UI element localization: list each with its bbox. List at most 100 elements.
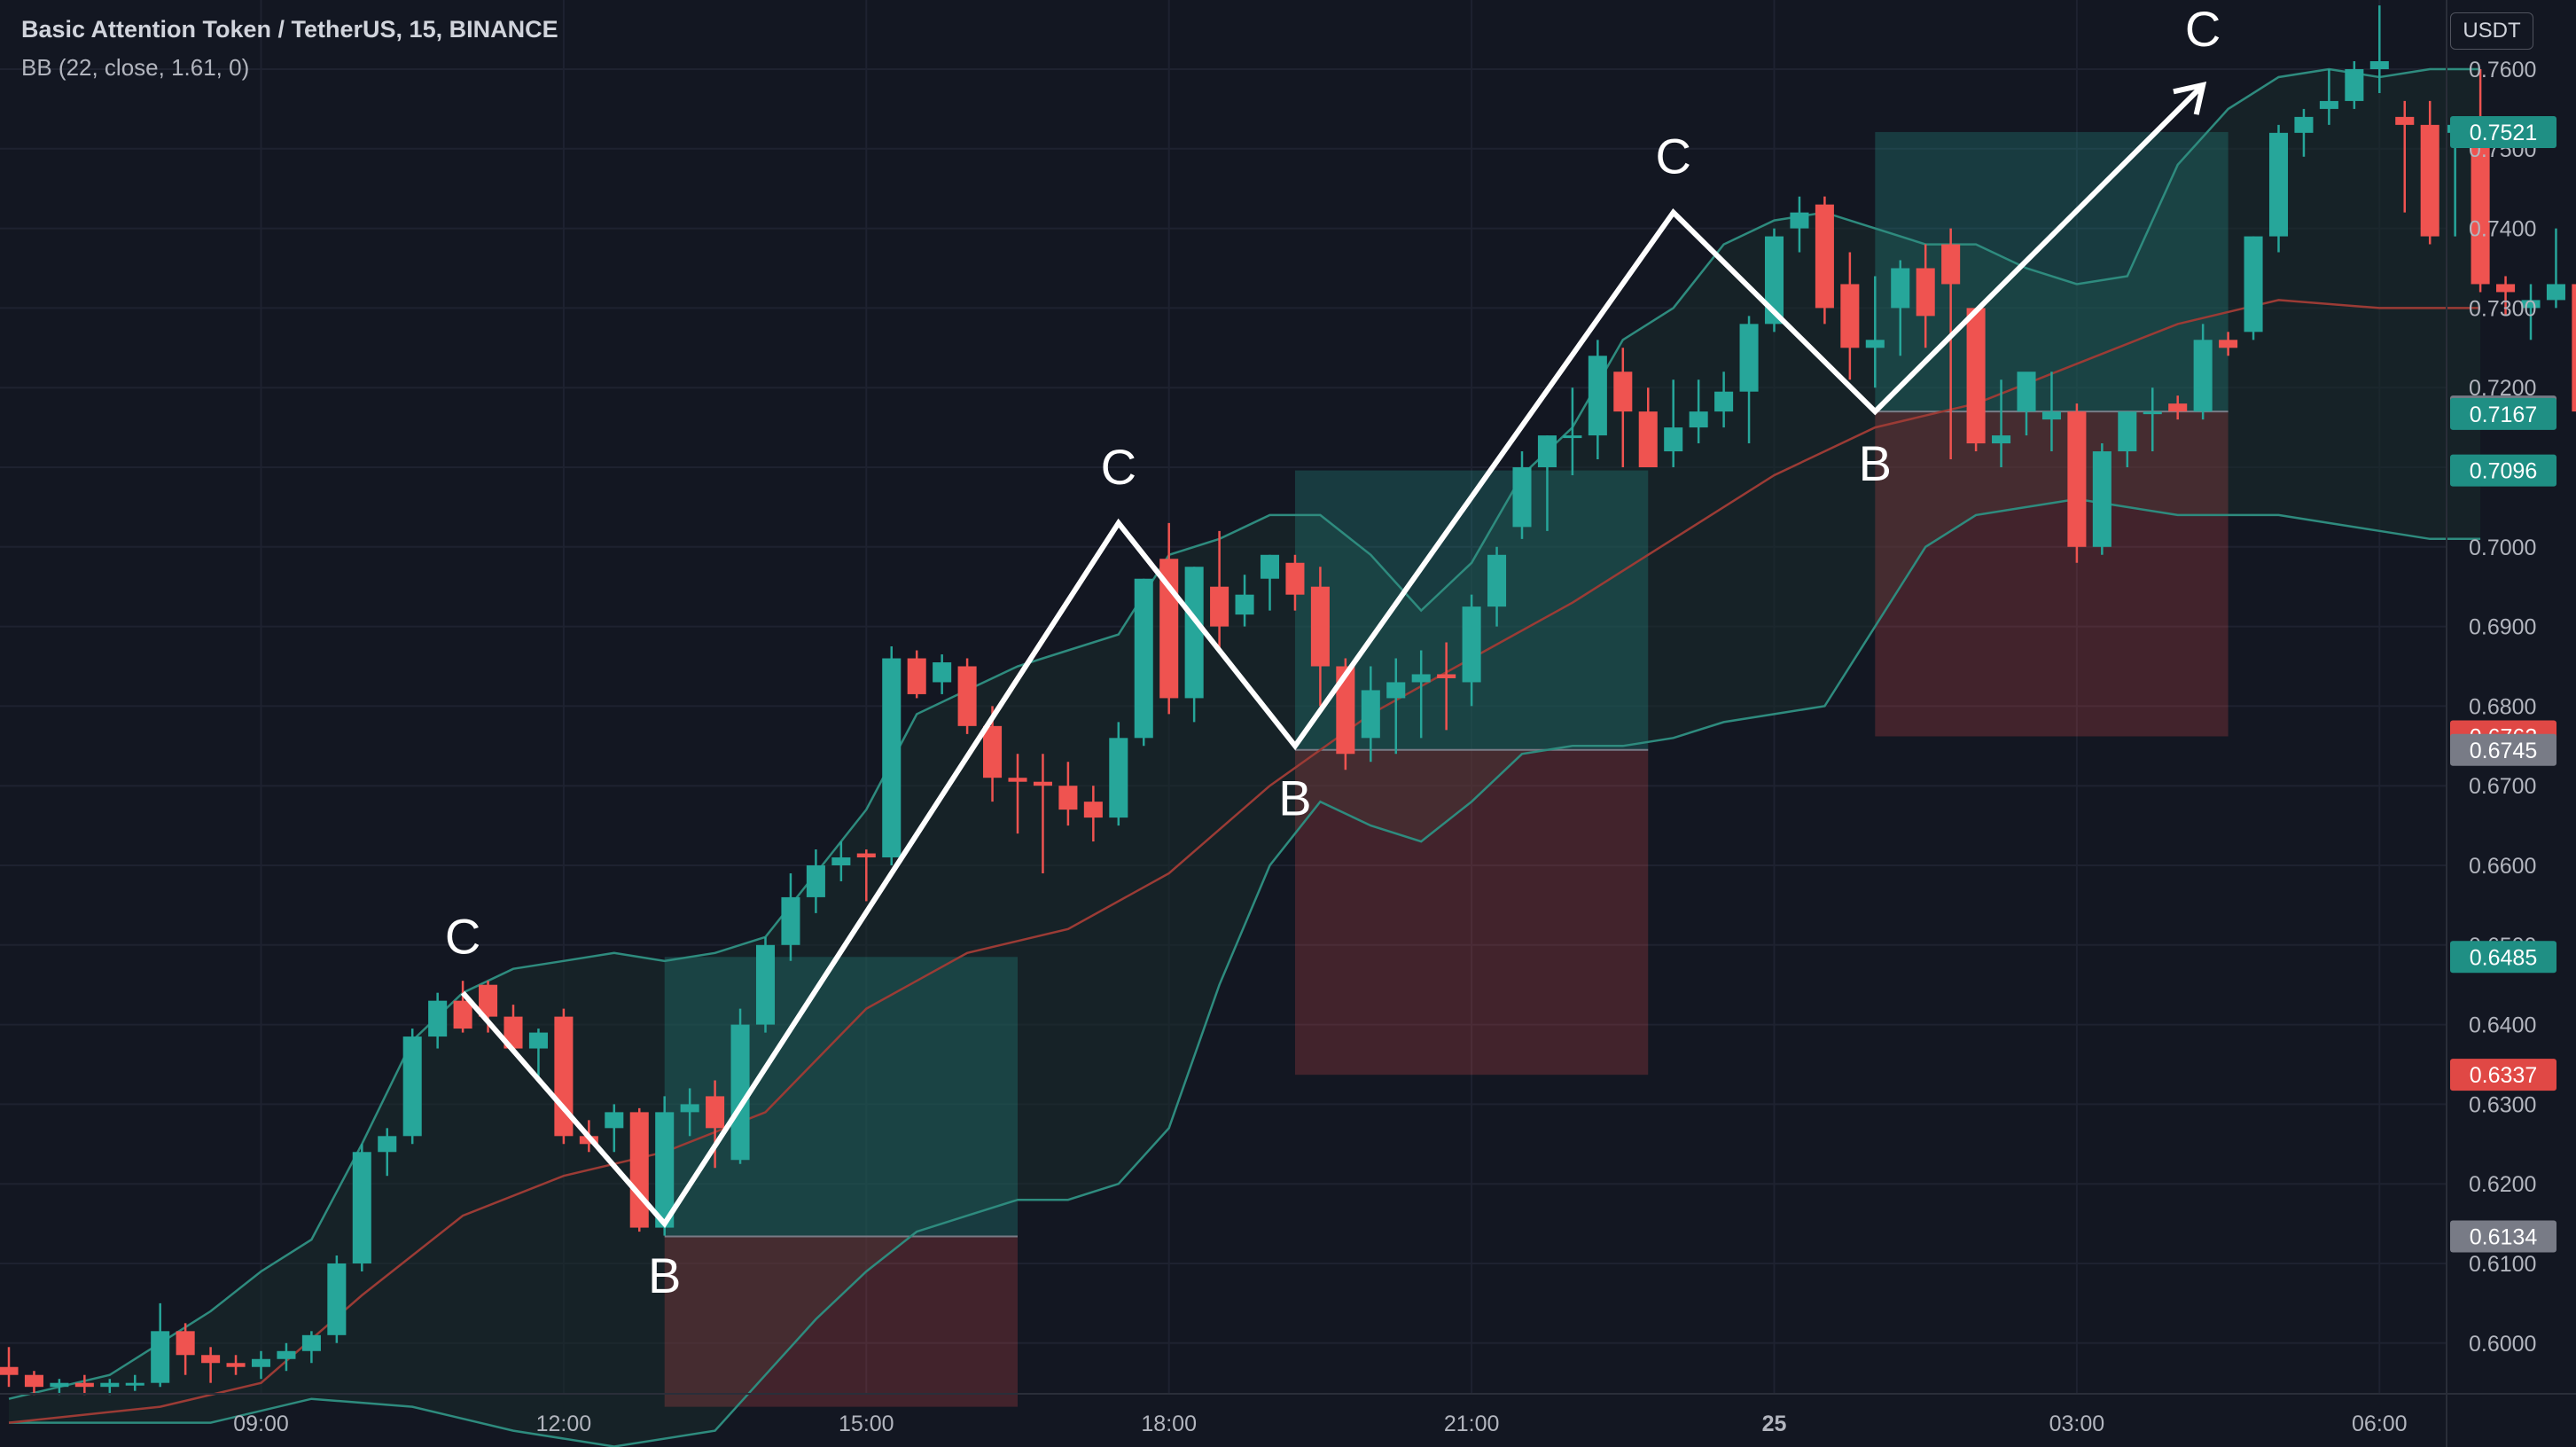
bb-lower-line	[9, 497, 2481, 1447]
time-tick-label: 12:00	[536, 1412, 592, 1436]
candle	[2395, 100, 2415, 213]
candle	[957, 658, 977, 734]
candle-body	[2143, 411, 2162, 415]
time-tick-label: 15:00	[839, 1412, 894, 1436]
candle-body	[1664, 427, 1683, 452]
candle	[1689, 379, 1708, 444]
candle-body	[1966, 308, 1986, 444]
candle-body	[605, 1112, 624, 1129]
time-tick-label: 18:00	[1141, 1412, 1197, 1436]
candle	[1134, 578, 1153, 747]
price-tick-label: 0.7000	[2469, 536, 2536, 560]
candle	[2219, 332, 2238, 356]
symbol-title[interactable]: Basic Attention Token / TetherUS, 15, BI…	[21, 16, 558, 43]
candle-body	[730, 1024, 750, 1161]
price-label-tag	[2450, 454, 2556, 487]
candle-body	[1714, 391, 1734, 412]
pattern-label-b: B	[648, 1248, 681, 1303]
candle	[2572, 284, 2576, 412]
candle	[2193, 324, 2213, 420]
candle-body	[2067, 411, 2087, 547]
candle-body	[2471, 132, 2490, 285]
candle	[1411, 650, 1431, 739]
candle	[1537, 435, 1557, 531]
candle-body	[1361, 690, 1380, 739]
candle-body	[2420, 124, 2439, 237]
stop-zone	[1875, 411, 2229, 737]
candle-body	[2395, 116, 2415, 125]
price-tick-label: 0.6000	[2469, 1332, 2536, 1357]
candle	[1966, 308, 1986, 452]
price-label-text: 0.6337	[2470, 1063, 2537, 1088]
candle	[100, 1379, 120, 1396]
pattern-label-c: C	[445, 909, 480, 965]
candle-body	[2118, 411, 2137, 452]
candle-body	[933, 662, 952, 683]
candle	[882, 646, 902, 865]
candle	[2521, 284, 2541, 340]
candle	[1563, 387, 1582, 475]
candle-body	[2369, 61, 2389, 69]
indicator-label[interactable]: BB (22, close, 1.61, 0)	[21, 54, 250, 81]
candle-body	[2017, 372, 2036, 412]
candle	[1664, 379, 1683, 467]
candle-body	[176, 1331, 195, 1356]
candle	[1008, 754, 1027, 834]
pattern-label-b: B	[1278, 770, 1311, 825]
candle	[1790, 196, 1809, 253]
candle-body	[1891, 268, 1910, 309]
currency-badge[interactable]: USDT	[2450, 12, 2533, 50]
candle	[277, 1342, 296, 1372]
candle	[1714, 372, 1734, 428]
candle	[1865, 276, 1885, 388]
candle	[1512, 451, 1532, 539]
candle-body	[706, 1096, 725, 1129]
candle-body	[2219, 340, 2238, 348]
candle	[2017, 372, 2036, 436]
candle-body	[2168, 403, 2188, 412]
price-label-tag	[2450, 115, 2556, 148]
candle	[1361, 666, 1380, 763]
candle	[1840, 252, 1860, 380]
candle	[1916, 244, 1935, 348]
candle	[1109, 722, 1128, 826]
candle	[2420, 100, 2439, 245]
price-label-text: 0.6134	[2470, 1224, 2538, 1249]
candle-body	[1210, 586, 1229, 627]
candle	[1941, 228, 1961, 460]
price-tick-label: 0.6700	[2469, 774, 2536, 799]
price-label-text: 0.6745	[2470, 739, 2537, 763]
candle-body	[503, 1016, 523, 1049]
price-tick-label: 0.6300	[2469, 1092, 2536, 1117]
candle-body	[1336, 666, 1355, 755]
price-label-tag	[2450, 1059, 2556, 1091]
time-tick-label: 21:00	[1444, 1412, 1500, 1436]
price-tick-label: 0.6100	[2469, 1252, 2536, 1277]
candle	[1210, 530, 1229, 651]
candle-body	[1184, 567, 1204, 699]
candle-body	[50, 1382, 69, 1388]
candle-body	[1033, 781, 1052, 786]
candle-body	[1411, 674, 1431, 683]
candle-body	[1058, 786, 1078, 810]
candle	[2294, 108, 2314, 157]
candle	[251, 1350, 271, 1380]
candle-body	[327, 1263, 347, 1335]
candle-body	[2496, 284, 2516, 293]
price-tick-label: 0.6600	[2469, 854, 2536, 879]
candle-body	[2092, 451, 2112, 547]
candle-body	[1462, 606, 1481, 683]
candle-body	[2193, 340, 2213, 412]
candle	[933, 654, 952, 694]
candle	[1739, 316, 1759, 444]
time-tick-label: 06:00	[2352, 1412, 2408, 1436]
candle-body	[1815, 204, 1834, 309]
candle-body	[1512, 467, 1532, 528]
price-label-tag	[2450, 941, 2556, 974]
candle-body	[1109, 738, 1128, 818]
time-axis: 09:00 12:00 15:00 18:00 21:00 25 03:00 06:00	[0, 1393, 2576, 1436]
candle	[1992, 379, 2011, 467]
candle	[1058, 762, 1078, 826]
candle-body	[226, 1363, 246, 1367]
